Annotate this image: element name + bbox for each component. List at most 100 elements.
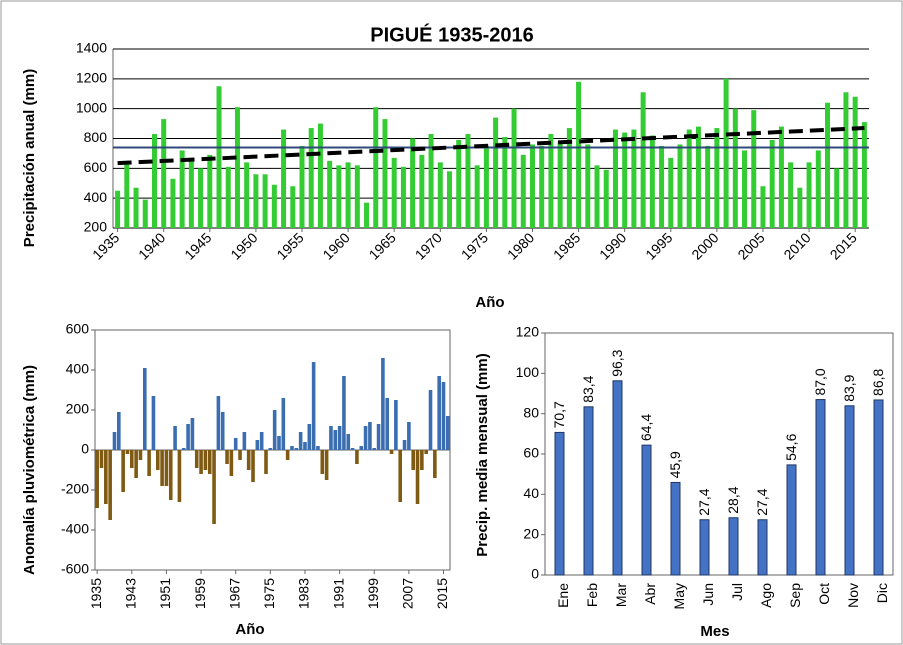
bar <box>244 162 250 228</box>
y-tick-label: 600 <box>84 159 108 175</box>
bar <box>594 165 600 228</box>
bar <box>327 160 333 228</box>
bar <box>285 450 290 460</box>
bar <box>769 139 775 228</box>
bar <box>220 412 225 450</box>
bar <box>376 424 381 450</box>
bar <box>668 157 674 228</box>
bar <box>104 450 108 504</box>
bar <box>493 117 499 228</box>
bar <box>843 92 849 228</box>
bar <box>199 450 203 474</box>
bar <box>400 166 406 228</box>
bar <box>299 145 305 228</box>
x-tick-label: 1935 <box>88 578 104 609</box>
data-label: 27,4 <box>696 488 712 515</box>
bar <box>320 450 325 474</box>
bar <box>216 86 222 229</box>
x-tick-label: 1943 <box>123 578 139 609</box>
bar <box>147 450 151 476</box>
y-axis-title: Anomalía pluviométrica (mm) <box>21 365 38 575</box>
bar <box>311 362 316 450</box>
bar <box>190 418 195 450</box>
bar <box>705 145 711 228</box>
bar <box>234 107 240 228</box>
bar <box>138 450 143 460</box>
x-tick-label: Dic <box>874 583 890 603</box>
bar <box>695 126 701 228</box>
bar <box>207 450 212 474</box>
x-tick-label: Nov <box>845 583 861 608</box>
bar <box>649 135 655 228</box>
bar <box>441 382 446 450</box>
bar <box>757 519 768 576</box>
chart-title: PIGUÉ 1935-2016 <box>370 23 533 46</box>
bar <box>151 396 156 450</box>
bar <box>194 450 199 468</box>
bar <box>129 450 134 468</box>
bar <box>253 174 259 228</box>
bar <box>723 78 729 228</box>
bar <box>203 450 208 470</box>
bar <box>233 438 238 450</box>
x-tick-label: 2007 <box>400 578 416 609</box>
bar <box>188 160 194 228</box>
x-tick-label: 1999 <box>365 578 381 609</box>
bar <box>732 108 738 228</box>
bar <box>151 134 157 228</box>
data-label: 96,3 <box>609 349 625 376</box>
bar <box>336 165 342 228</box>
bar <box>788 162 794 228</box>
bar <box>368 422 372 450</box>
bar <box>161 119 167 228</box>
bar <box>554 431 565 576</box>
bar <box>447 171 453 228</box>
bar <box>433 450 437 478</box>
bar <box>363 426 368 450</box>
bar <box>125 450 130 454</box>
bar <box>271 184 277 228</box>
x-tick-label: Ene <box>555 583 571 608</box>
data-label: 83,4 <box>580 375 596 402</box>
bar <box>251 450 255 482</box>
bar <box>428 390 433 450</box>
x-tick-label: Sep <box>787 583 803 608</box>
x-tick-label: 2015 <box>434 578 450 609</box>
bar <box>641 444 652 576</box>
bar <box>699 519 710 576</box>
bar <box>216 396 221 450</box>
bar <box>142 199 148 228</box>
bar <box>446 416 450 450</box>
bar <box>307 424 312 450</box>
x-tick-label: Feb <box>584 583 600 607</box>
bar <box>603 169 609 228</box>
bar <box>640 92 646 228</box>
bar <box>259 432 264 450</box>
bar <box>557 141 563 228</box>
bar <box>359 446 364 450</box>
bar <box>170 178 176 228</box>
x-tick-label: Abr <box>642 583 658 605</box>
bar <box>308 128 314 228</box>
bar <box>612 380 623 576</box>
bar <box>529 144 535 228</box>
bar <box>844 405 855 576</box>
y-tick-label: 600 <box>66 321 90 337</box>
y-tick-label: 20 <box>523 525 539 541</box>
x-tick-label: Mar <box>613 583 629 607</box>
bar <box>714 128 720 228</box>
bar <box>834 168 840 228</box>
bar <box>391 157 397 228</box>
y-tick-label: -200 <box>61 481 89 497</box>
data-label: 87,0 <box>812 368 828 395</box>
bar <box>225 450 229 464</box>
bar <box>329 426 333 450</box>
x-tick-label: Ago <box>758 583 774 608</box>
data-label: 54,6 <box>783 433 799 460</box>
bar <box>576 81 582 228</box>
bar <box>583 406 594 576</box>
bar <box>238 450 242 460</box>
bar <box>186 424 190 450</box>
bar <box>168 450 173 500</box>
bar <box>290 446 294 450</box>
